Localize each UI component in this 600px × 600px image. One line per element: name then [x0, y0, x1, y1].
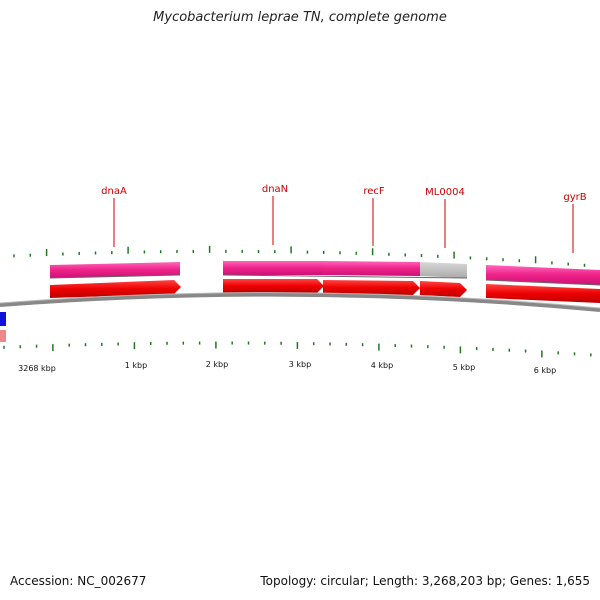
cds-arrow-dnaN: [223, 279, 324, 293]
inner-tick-marks: [3, 341, 592, 358]
edge-feature-pink: [0, 330, 6, 342]
gene-label-gyrB: gyrB: [563, 192, 586, 203]
gene-label-recF: recF: [363, 186, 385, 197]
cds-arrow-ML0004: [420, 281, 467, 297]
tick-label-2: 2 kbp: [206, 360, 228, 369]
gene-bar-recF: [323, 261, 420, 276]
tick-label-5: 5 kbp: [453, 363, 475, 372]
edge-feature-blue: [0, 312, 6, 326]
gene-label-ML0004: ML0004: [425, 187, 465, 198]
outer-tick-marks: [13, 245, 586, 267]
gene-bar-dnaN: [223, 261, 323, 275]
gene-label-dnaA: dnaA: [101, 186, 127, 197]
cds-track: [50, 279, 600, 303]
cds-arrow-recF: [323, 280, 420, 295]
tick-label-4: 4 kbp: [371, 361, 393, 370]
tick-label-0: 3268 kbp: [18, 364, 56, 373]
gene-bar-ML0004: [420, 262, 467, 278]
gene-bar-dnaA: [50, 262, 180, 278]
genome-backbone: [0, 292, 600, 312]
tick-label-6: 6 kbp: [534, 366, 556, 375]
gene-leader-lines: [113, 196, 574, 253]
axis-tick-labels: 3268 kbp 1 kbp 2 kbp 3 kbp 4 kbp 5 kbp 6…: [18, 360, 556, 375]
map-title: Mycobacterium leprae TN, complete genome: [153, 10, 447, 25]
accession-text: Accession: NC_002677: [10, 574, 147, 588]
tick-label-1: 1 kbp: [125, 361, 147, 370]
gene-track: [49, 261, 600, 286]
gene-labels: dnaA dnaN recF ML0004 gyrB: [101, 184, 587, 203]
cds-arrow-gyrB: [486, 284, 600, 303]
cds-arrow-dnaA: [50, 280, 181, 298]
tick-label-3: 3 kbp: [289, 360, 311, 369]
gene-bar-gyrB: [486, 265, 600, 285]
genome-summary-text: Topology: circular; Length: 3,268,203 bp…: [260, 574, 590, 588]
gene-label-dnaN: dnaN: [262, 184, 288, 195]
left-edge-features: [0, 312, 6, 342]
